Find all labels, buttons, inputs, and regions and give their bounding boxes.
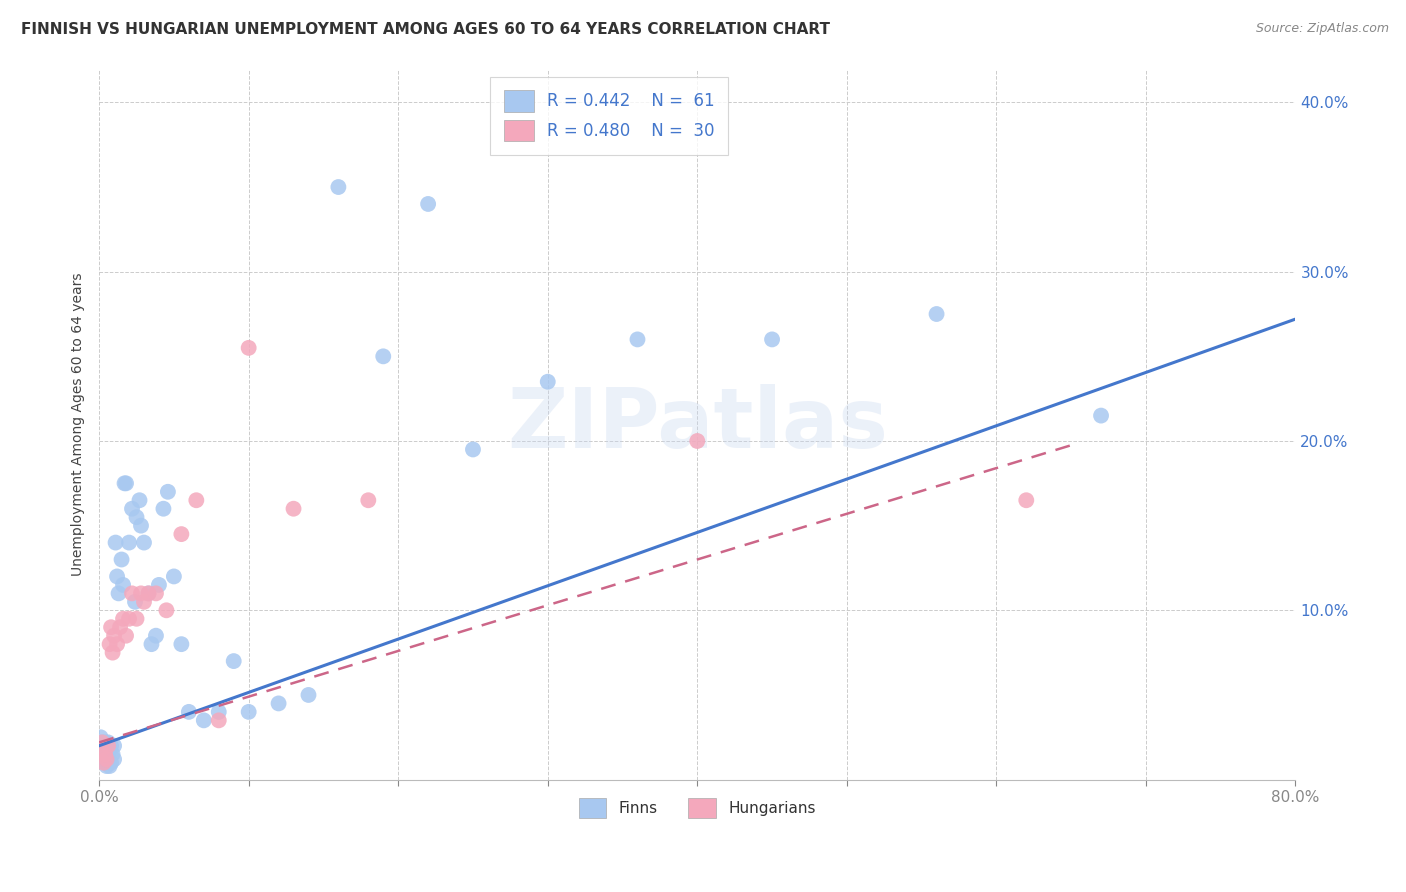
Point: [141, 637, 163, 651]
Point: [125, 510, 148, 524]
Point: [98, 637, 121, 651]
Point: [128, 493, 150, 508]
Text: FINNISH VS HUNGARIAN UNEMPLOYMENT AMONG AGES 60 TO 64 YEARS CORRELATION CHART: FINNISH VS HUNGARIAN UNEMPLOYMENT AMONG …: [21, 22, 830, 37]
Point: [105, 569, 128, 583]
Point: [103, 629, 125, 643]
Point: [222, 654, 245, 668]
Point: [373, 349, 395, 363]
Point: [925, 307, 948, 321]
Legend: Finns, Hungarians: Finns, Hungarians: [571, 790, 824, 825]
Point: [98, 759, 121, 773]
Point: [761, 333, 783, 347]
Point: [96, 739, 118, 753]
Point: [112, 578, 135, 592]
Point: [297, 688, 319, 702]
Point: [91, 735, 114, 749]
Point: [238, 341, 260, 355]
Point: [103, 752, 125, 766]
Point: [97, 735, 120, 749]
Point: [686, 434, 709, 448]
Point: [152, 501, 174, 516]
Point: [125, 612, 148, 626]
Point: [118, 612, 141, 626]
Text: ZIPatlas: ZIPatlas: [506, 384, 887, 465]
Point: [90, 739, 112, 753]
Point: [115, 476, 138, 491]
Point: [105, 637, 128, 651]
Point: [100, 620, 122, 634]
Point: [93, 752, 115, 766]
Point: [96, 747, 118, 762]
Point: [98, 742, 121, 756]
Point: [100, 739, 122, 753]
Point: [112, 612, 135, 626]
Point: [110, 552, 132, 566]
Point: [138, 586, 160, 600]
Point: [156, 484, 179, 499]
Point: [124, 595, 146, 609]
Point: [93, 742, 115, 756]
Point: [104, 535, 127, 549]
Point: [93, 739, 115, 753]
Point: [91, 747, 114, 762]
Y-axis label: Unemployment Among Ages 60 to 64 years: Unemployment Among Ages 60 to 64 years: [72, 272, 86, 576]
Point: [107, 586, 129, 600]
Point: [94, 735, 117, 749]
Point: [108, 620, 131, 634]
Point: [91, 742, 114, 756]
Point: [416, 197, 439, 211]
Point: [1090, 409, 1112, 423]
Point: [145, 586, 167, 600]
Point: [238, 705, 260, 719]
Point: [93, 756, 115, 770]
Point: [100, 756, 122, 770]
Point: [114, 476, 136, 491]
Point: [132, 535, 155, 549]
Point: [129, 518, 152, 533]
Point: [96, 759, 118, 773]
Point: [177, 705, 200, 719]
Point: [357, 493, 380, 508]
Point: [283, 501, 305, 516]
Point: [193, 714, 215, 728]
Text: Source: ZipAtlas.com: Source: ZipAtlas.com: [1256, 22, 1389, 36]
Point: [461, 442, 484, 457]
Point: [626, 333, 648, 347]
Point: [148, 578, 170, 592]
Point: [208, 714, 231, 728]
Point: [208, 705, 231, 719]
Point: [145, 629, 167, 643]
Point: [138, 586, 160, 600]
Point: [121, 586, 143, 600]
Point: [155, 603, 177, 617]
Point: [118, 535, 141, 549]
Point: [91, 735, 114, 749]
Point: [163, 569, 186, 583]
Point: [97, 739, 120, 753]
Point: [537, 375, 560, 389]
Point: [328, 180, 350, 194]
Point: [132, 595, 155, 609]
Point: [170, 527, 193, 541]
Point: [129, 586, 152, 600]
Point: [90, 742, 112, 756]
Point: [94, 747, 117, 762]
Point: [121, 501, 143, 516]
Point: [97, 750, 120, 764]
Point: [170, 637, 193, 651]
Point: [186, 493, 208, 508]
Point: [103, 739, 125, 753]
Point: [94, 756, 117, 770]
Point: [96, 752, 118, 766]
Point: [94, 747, 117, 762]
Point: [1015, 493, 1038, 508]
Point: [115, 629, 138, 643]
Point: [90, 731, 112, 745]
Point: [101, 646, 124, 660]
Point: [101, 747, 124, 762]
Point: [267, 697, 290, 711]
